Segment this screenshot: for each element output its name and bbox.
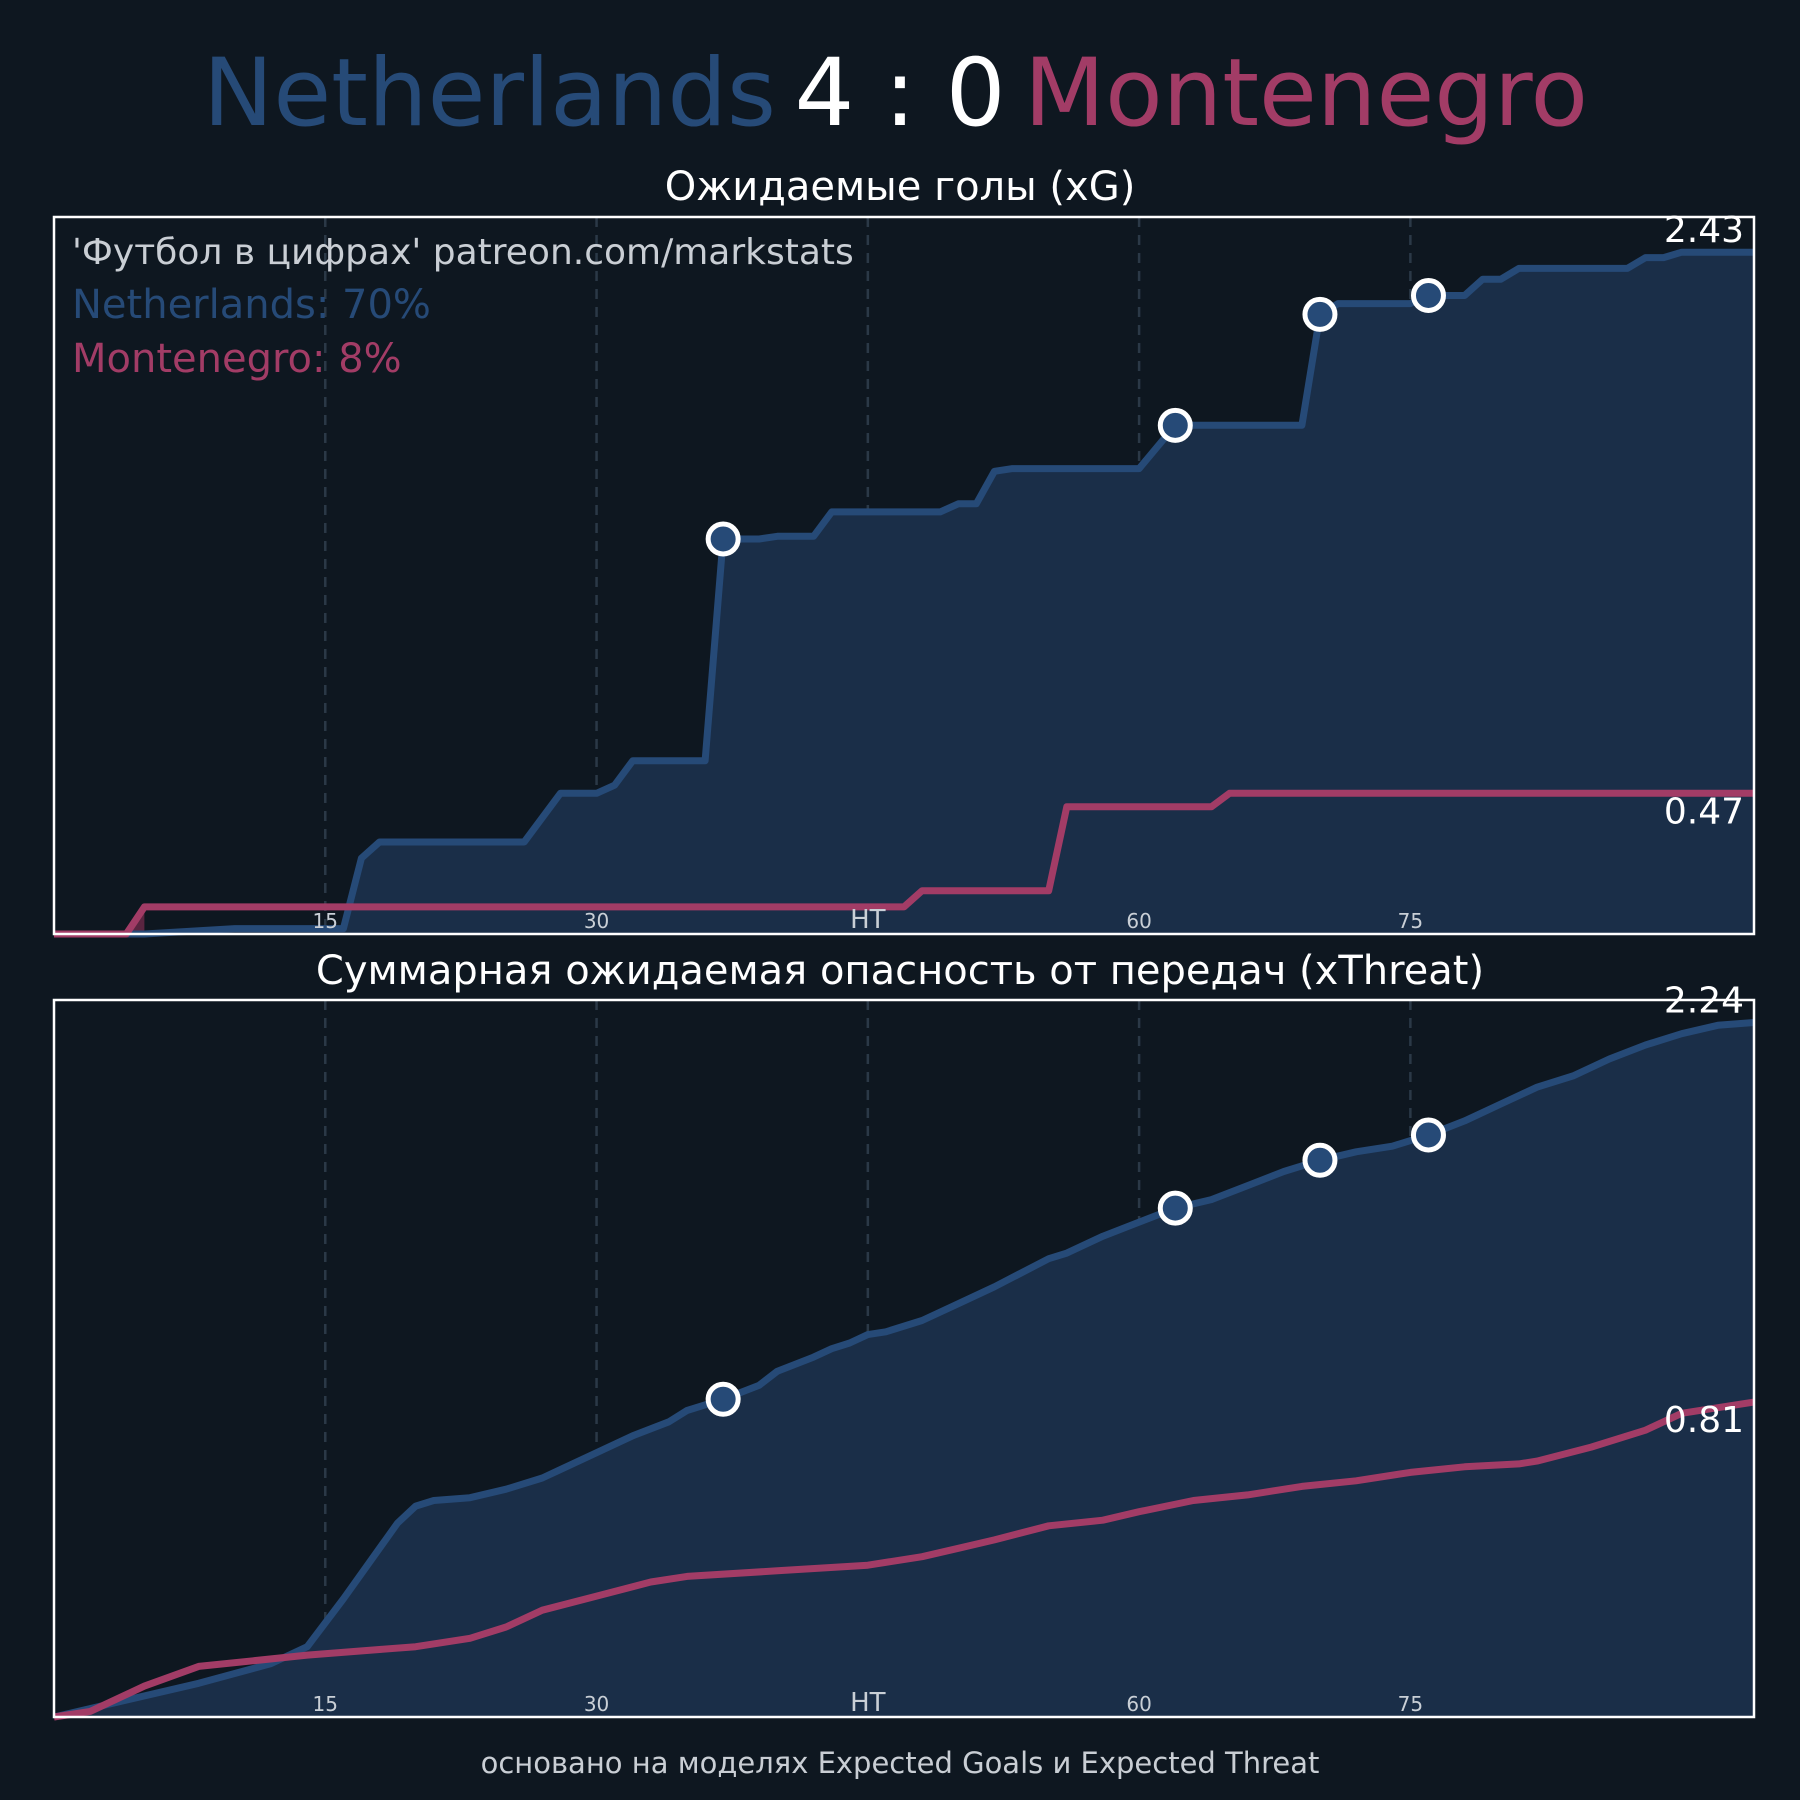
home-area: [54, 1022, 1754, 1717]
match-score: 4 : 0: [794, 39, 1005, 148]
away-series-line: [53, 1398, 1755, 1721]
plot-frame: [52, 998, 1756, 1719]
xthreat-chart-title: Суммарная ожидаемая опасность от передач…: [316, 948, 1484, 994]
xthreat-panel: 15 30 HT 60 752.240.81: [52, 980, 1756, 1721]
xg-panel: 15 30 HT 60 752.430.47: [52, 210, 1756, 938]
plot-frame: [52, 215, 1756, 936]
goal-marker: [1157, 407, 1193, 443]
goal-marker: [1410, 277, 1446, 313]
goal-marker: [1302, 296, 1338, 332]
goal-marker: [1410, 1117, 1446, 1153]
goal-marker: [705, 1381, 741, 1417]
goal-marker: [705, 521, 741, 557]
home-area: [54, 252, 1754, 934]
home-series-line: [53, 1019, 1755, 1721]
home-team-name: Netherlands: [203, 39, 776, 148]
x-tick-label: HT: [850, 905, 886, 935]
legend-home-probability: Netherlands: 70%: [72, 282, 431, 328]
goal-marker: [1157, 1190, 1193, 1226]
away-final-value: 0.47: [1664, 791, 1744, 832]
x-tick-label: 30: [584, 1692, 609, 1716]
x-tick-label: 60: [1126, 909, 1151, 933]
away-team-name: Montenegro: [1024, 39, 1588, 148]
x-tick-label: HT: [850, 1688, 886, 1718]
away-final-value: 0.81: [1664, 1400, 1744, 1441]
x-tick-label: 15: [313, 909, 338, 933]
x-tick-label: 75: [1398, 1692, 1423, 1716]
credit-text: 'Футбол в цифрах' patreon.com/markstats: [72, 232, 854, 273]
footer-note: основано на моделях Expected Goals и Exp…: [481, 1746, 1320, 1780]
x-tick-label: 30: [584, 909, 609, 933]
away-series-line: [54, 789, 1754, 938]
x-tick-label: 60: [1126, 1692, 1151, 1716]
home-series-line: [54, 248, 1754, 938]
xg-chart-title: Ожидаемые голы (xG): [665, 164, 1136, 210]
goal-marker: [1302, 1142, 1338, 1178]
x-tick-label: 75: [1398, 909, 1423, 933]
x-tick-label: 15: [313, 1692, 338, 1716]
legend-away-probability: Montenegro: 8%: [72, 336, 402, 382]
